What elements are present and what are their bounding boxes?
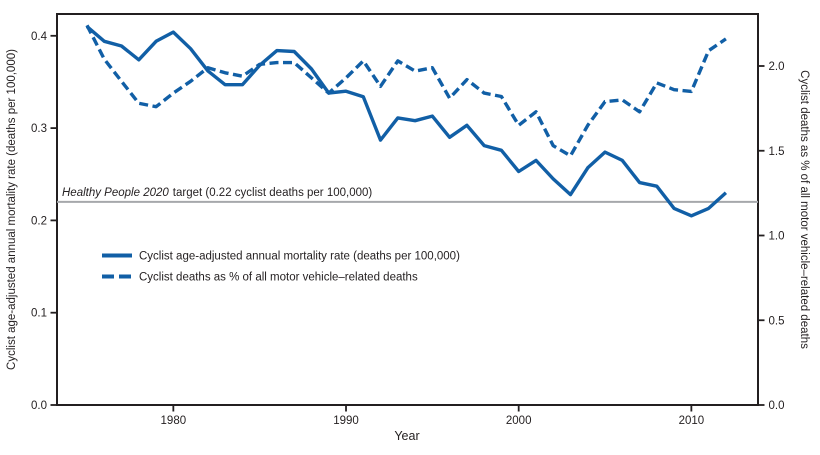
mortality-rate-line <box>85 25 728 218</box>
y-left-tick-label: 0.2 <box>31 215 47 227</box>
legend-label-mortality-rate: Cyclist age-adjusted annual mortality ra… <box>139 251 460 263</box>
x-axis-title: Year <box>394 429 419 443</box>
y-axis-left-ticks: 0.0 0.1 0.2 0.3 0.4 <box>31 31 57 412</box>
y-right-tick-label: 0.5 <box>769 315 785 327</box>
y-left-tick-label: 0.4 <box>31 31 48 43</box>
plot-border <box>56 13 759 406</box>
legend-label-percent-deaths: Cyclist deaths as % of all motor vehicle… <box>139 272 418 284</box>
x-tick-label: 1980 <box>161 415 187 427</box>
x-tick-label: 2010 <box>679 415 705 427</box>
target-annotation: Healthy People 2020 target (0.22 cyclist … <box>62 187 372 199</box>
target-annotation-italic: Healthy People 2020 <box>62 187 169 199</box>
y-left-tick-label: 0.0 <box>31 400 47 412</box>
y-right-tick-label: 1.0 <box>769 231 785 243</box>
x-tick-label: 2000 <box>506 415 532 427</box>
percent-of-mv-deaths-line <box>85 24 727 158</box>
y-axis-left-title: Cyclist age-adjusted annual mortality ra… <box>6 49 18 370</box>
target-annotation-rest: target (0.22 cyclist deaths per 100,000) <box>173 187 373 199</box>
y-right-tick-label: 1.5 <box>769 146 785 158</box>
legend: Cyclist age-adjusted annual mortality ra… <box>102 251 460 284</box>
y-axis-right-title: Cyclist deaths as % of all motor vehicle… <box>798 70 810 349</box>
y-left-tick-label: 0.1 <box>31 308 47 320</box>
y-axis-right-ticks: 0.0 0.5 1.0 1.5 2.0 <box>758 61 785 412</box>
y-left-tick-label: 0.3 <box>31 123 47 135</box>
x-axis-ticks: 1980 1990 2000 2010 <box>161 405 705 427</box>
y-right-tick-label: 0.0 <box>769 400 785 412</box>
y-right-tick-label: 2.0 <box>769 61 785 73</box>
x-tick-label: 1990 <box>333 415 359 427</box>
